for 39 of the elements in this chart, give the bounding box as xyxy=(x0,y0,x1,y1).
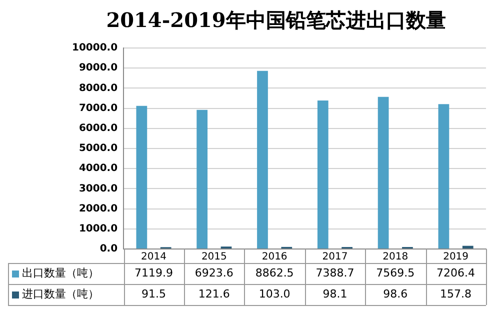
bar xyxy=(136,106,148,248)
bar xyxy=(257,70,268,248)
legend-label: 进口数量（吨） xyxy=(22,287,99,300)
data-label: 7569.5 xyxy=(376,266,415,280)
data-label: 7388.7 xyxy=(316,266,354,280)
data-label: 6923.6 xyxy=(194,266,234,280)
x-tick-label: 2016 xyxy=(262,252,288,263)
bar xyxy=(462,246,474,248)
data-label: 157.8 xyxy=(440,287,472,300)
legend-label: 出口数量（吨） xyxy=(22,266,99,280)
bar xyxy=(438,104,450,248)
y-tick-label: 3000.0 xyxy=(78,183,118,194)
x-tick-label: 2015 xyxy=(201,252,227,263)
data-label: 98.6 xyxy=(383,287,408,300)
data-label: 7206.4 xyxy=(436,266,476,280)
y-tick-label: 8000.0 xyxy=(78,82,118,94)
data-label: 7119.9 xyxy=(134,266,173,280)
data-label: 121.6 xyxy=(198,287,230,300)
bar xyxy=(196,110,208,248)
x-tick-label: 2014 xyxy=(141,252,166,263)
y-tick-label: 2000.0 xyxy=(78,203,118,214)
y-tick-label: 9000.0 xyxy=(78,62,118,74)
x-tick-label: 2017 xyxy=(322,252,348,263)
y-tick-label: 1000.0 xyxy=(78,223,118,234)
data-label: 91.5 xyxy=(142,287,166,300)
y-tick-label: 4000.0 xyxy=(78,163,118,174)
y-tick-label: 0.0 xyxy=(100,244,118,255)
data-label: 98.1 xyxy=(322,287,348,300)
x-tick-label: 2019 xyxy=(443,252,469,263)
data-label: 103.0 xyxy=(258,287,290,300)
y-tick-label: 6000.0 xyxy=(78,122,118,134)
bar xyxy=(378,96,389,248)
data-label: 8862.5 xyxy=(255,266,294,280)
y-tick-label: 5000.0 xyxy=(78,143,118,154)
y-tick-label: 10000.0 xyxy=(72,42,118,54)
bar xyxy=(317,100,328,248)
chart-title: 2014-2019年中国铅笔芯进出口数量 xyxy=(106,8,446,32)
x-tick-label: 2018 xyxy=(382,252,408,263)
y-tick-label: 7000.0 xyxy=(78,102,118,114)
